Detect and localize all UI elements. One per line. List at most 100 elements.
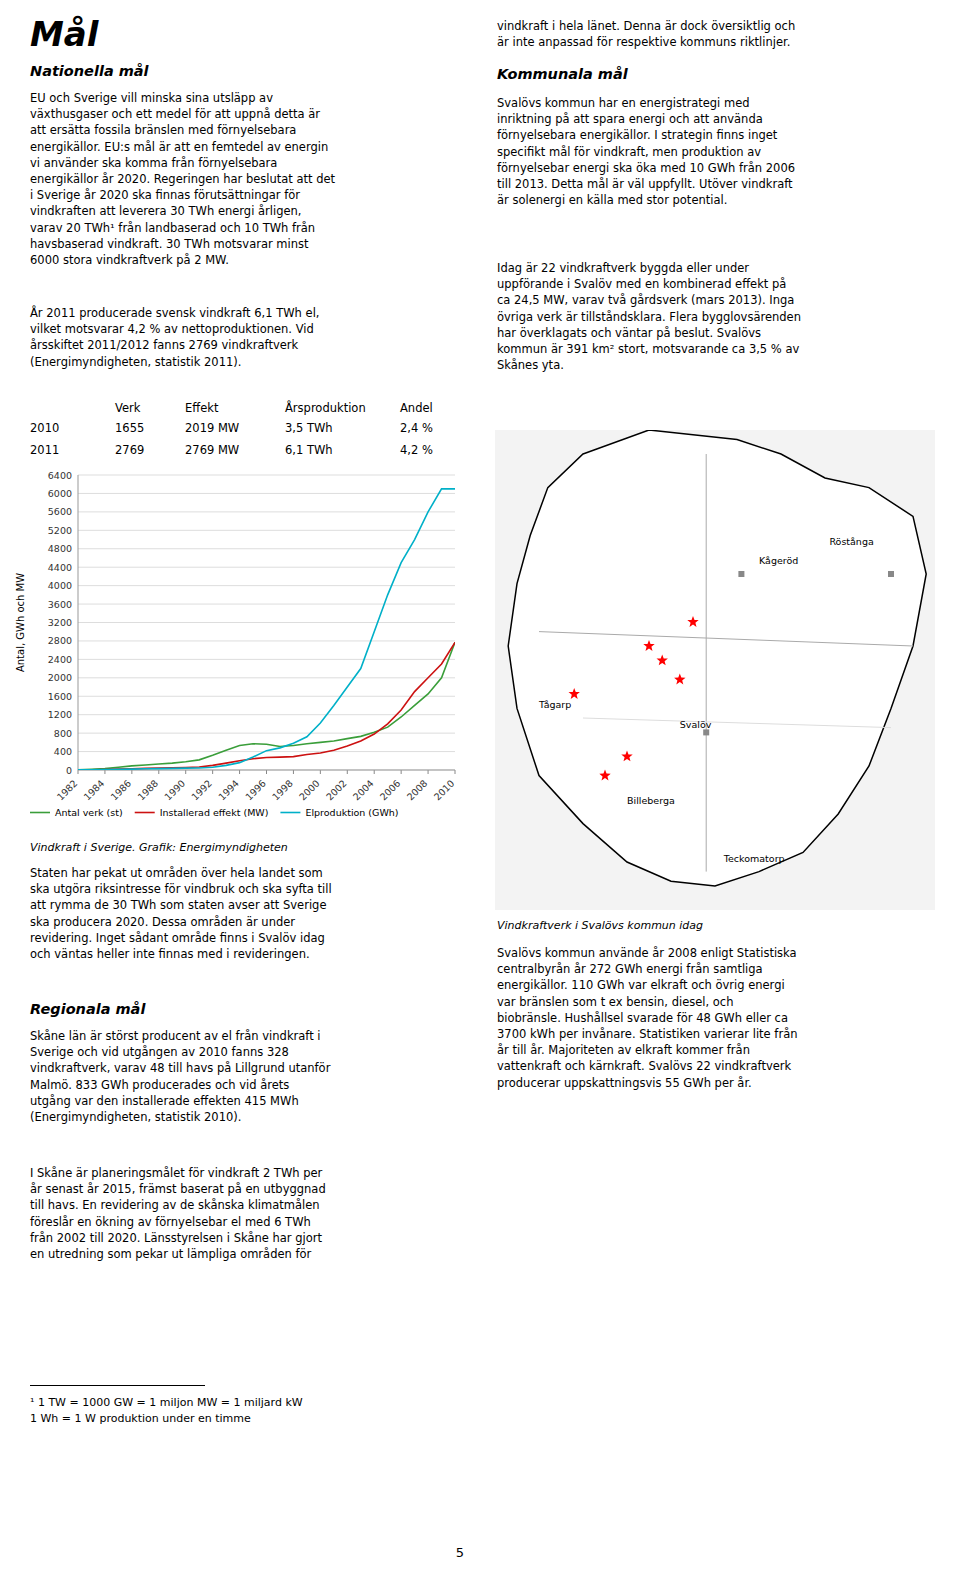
page-number: 5 <box>456 1545 464 1561</box>
y-tick-label: 4800 <box>48 543 72 554</box>
y-tick-label: 1600 <box>48 691 72 702</box>
paragraph: Skåne län är störst producent av el från… <box>30 1028 330 1125</box>
map-road <box>706 454 707 872</box>
grid-line <box>78 604 455 605</box>
x-tick <box>104 770 105 774</box>
x-tick <box>239 770 240 774</box>
legend-entry: Installerad effekt (MW) <box>160 807 269 818</box>
x-tick <box>374 770 375 774</box>
y-tick-label: 400 <box>54 746 72 757</box>
y-axis <box>78 475 79 770</box>
y-axis-label: Antal, GWh och MW <box>15 573 26 672</box>
series-line <box>78 489 455 770</box>
y-tick-label: 2000 <box>48 672 72 683</box>
chart-caption: Vindkraft i Sverige. Grafik: Energimyndi… <box>30 840 288 856</box>
footnote-rule <box>30 1385 205 1386</box>
table-cell: 3,5 TWh <box>285 420 333 436</box>
table-cell: 6,1 TWh <box>285 442 333 458</box>
legend-entry: Elproduktion (GWh) <box>305 807 398 818</box>
grid-line <box>78 696 455 697</box>
table-cell: 4,2 % <box>400 442 433 458</box>
grid-line <box>78 677 455 678</box>
table-header: Andel <box>400 400 433 416</box>
x-tick-label: 1994 <box>216 778 241 803</box>
turbine-marker <box>643 640 654 651</box>
y-tick-label: 5600 <box>48 506 72 517</box>
map: KågerödRöstångaTågarpSvalövBillebergaTec… <box>495 430 935 910</box>
x-tick-label: 2002 <box>324 778 349 803</box>
town-marker <box>738 571 744 577</box>
x-tick-label: 1992 <box>189 778 214 803</box>
paragraph: Svalövs kommun har en energistrategi med… <box>497 95 795 208</box>
grid-line <box>78 493 455 494</box>
table-cell: 2,4 % <box>400 420 433 436</box>
grid-line <box>78 733 455 734</box>
x-tick <box>266 770 267 774</box>
paragraph: Svalövs kommun använde år 2008 enligt St… <box>497 945 797 1091</box>
x-tick <box>212 770 213 774</box>
town-marker <box>888 571 894 577</box>
y-tick-label: 1200 <box>48 709 72 720</box>
paragraph: vindkraft i hela länet. Denna är dock öv… <box>497 18 795 50</box>
y-tick-label: 4400 <box>48 562 72 573</box>
plot-area <box>78 489 455 770</box>
y-tick-label: 3200 <box>48 617 72 628</box>
x-tick <box>347 770 348 774</box>
municipality-outline <box>508 430 926 886</box>
grid-line <box>78 640 455 641</box>
y-tick-label: 4000 <box>48 580 72 591</box>
table-cell: 1655 <box>115 420 144 436</box>
x-tick-label: 1984 <box>81 778 106 803</box>
map-caption: Vindkraftverk i Svalövs kommun idag <box>497 918 703 934</box>
section-heading: Regionala mål <box>30 1000 145 1018</box>
table-header: Verk <box>115 400 140 416</box>
table-header: Effekt <box>185 400 218 416</box>
table-cell: 2019 MW <box>185 420 239 436</box>
legend-swatch <box>30 812 50 814</box>
y-tick-label: 800 <box>54 728 72 739</box>
turbine-marker <box>599 770 610 781</box>
place-name: Kågeröd <box>759 555 798 566</box>
section-heading: Nationella mål <box>30 62 149 80</box>
place-name: Tågarp <box>538 699 571 710</box>
page-title: Mål <box>30 14 98 54</box>
x-tick-label: 1982 <box>55 778 80 803</box>
x-tick-label: 2006 <box>378 778 403 803</box>
x-tick <box>293 770 294 774</box>
table-cell: 2011 <box>30 442 59 458</box>
legend-swatch <box>280 812 300 814</box>
x-tick-label: 1986 <box>108 778 133 803</box>
place-name: Billeberga <box>627 795 675 806</box>
grid-line <box>78 530 455 531</box>
grid-line <box>78 475 455 476</box>
grid-line <box>78 622 455 623</box>
y-tick-label: 3600 <box>48 599 72 610</box>
grid-line <box>78 511 455 512</box>
x-tick-label: 2010 <box>432 778 457 803</box>
turbine-marker <box>569 688 580 699</box>
table-header: Årsproduktion <box>285 400 366 416</box>
town-marker <box>703 729 709 735</box>
grid-line <box>78 714 455 715</box>
y-tick-label: 5200 <box>48 525 72 536</box>
paragraph: Idag är 22 vindkraftverk byggda eller un… <box>497 260 801 373</box>
place-name: Röstånga <box>829 536 873 547</box>
y-tick-label: 6000 <box>48 488 72 499</box>
y-tick-label: 2400 <box>48 654 72 665</box>
section-heading: Kommunala mål <box>497 65 628 83</box>
paragraph: År 2011 producerade svensk vindkraft 6,1… <box>30 305 320 370</box>
table-cell: 2769 <box>115 442 144 458</box>
x-tick <box>131 770 132 774</box>
x-tick-label: 1996 <box>243 778 268 803</box>
turbine-marker <box>621 750 632 761</box>
y-tick-label: 0 <box>66 765 72 776</box>
x-tick-label: 1998 <box>270 778 295 803</box>
grid-line <box>78 585 455 586</box>
x-tick-label: 1990 <box>162 778 187 803</box>
x-tick <box>78 770 79 774</box>
paragraph: EU och Sverige vill minska sina utsläpp … <box>30 90 335 268</box>
x-tick <box>158 770 159 774</box>
turbine-marker <box>657 654 668 665</box>
turbine-marker <box>687 616 698 627</box>
x-tick <box>455 770 456 774</box>
